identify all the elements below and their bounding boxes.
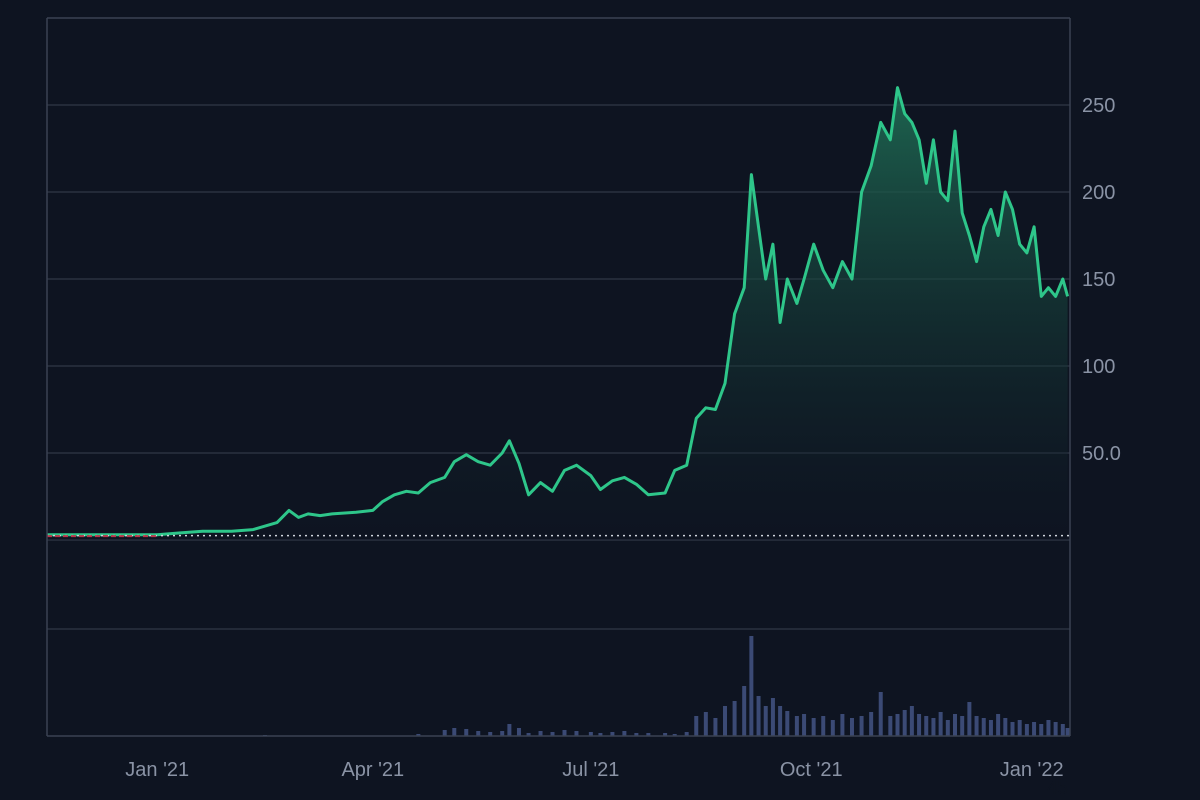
volume-bar: [416, 734, 421, 736]
volume-bar: [598, 733, 603, 736]
volume-bar: [646, 733, 651, 736]
volume-bar: [830, 720, 835, 736]
volume-bar: [732, 701, 737, 736]
price-area: [47, 87, 1068, 540]
volume-bar: [526, 733, 531, 736]
volume-bar: [821, 716, 826, 736]
volume-bar: [763, 706, 768, 736]
volume-bar: [442, 730, 447, 736]
volume-bar: [476, 731, 481, 736]
volume-bar: [622, 731, 627, 736]
volume-bar: [610, 732, 615, 736]
volume-bar: [981, 718, 986, 736]
volume-bar: [1060, 724, 1065, 736]
corner-label: 45: [1046, 778, 1068, 799]
volume-bar: [672, 734, 677, 736]
volume-bar: [902, 710, 907, 736]
x-tick-label: Apr '21: [341, 759, 404, 781]
x-tick-label: Oct '21: [780, 759, 843, 781]
volume-bar: [974, 716, 979, 736]
volume-bar: [1053, 722, 1058, 736]
volume-bar: [859, 716, 864, 736]
y-tick-label: 150: [1082, 269, 1115, 291]
volume-bar: [452, 728, 457, 736]
volume-bar: [749, 636, 754, 736]
volume-bar: [1046, 720, 1051, 736]
volume-bar: [464, 729, 469, 736]
y-tick-label: 100: [1082, 356, 1115, 378]
volume-bar: [756, 696, 761, 736]
volume-bar: [878, 692, 883, 736]
volume-bar: [1039, 724, 1044, 736]
volume-bar: [516, 728, 521, 736]
volume-bar: [945, 720, 950, 736]
volume-bar: [538, 731, 543, 736]
price-line-group: [47, 86, 1070, 538]
y-tick-label: 250: [1082, 95, 1115, 117]
y-axis-ticks: 50.0 100 150 200 250: [1082, 95, 1121, 465]
volume-bar: [869, 712, 874, 736]
volume-bar: [550, 732, 555, 736]
volume-bar: [507, 724, 512, 736]
volume-bar: [996, 714, 1001, 736]
volume-bar: [960, 716, 965, 736]
volume-bar: [811, 718, 816, 736]
volume-bar: [895, 714, 900, 736]
volume-bar: [1065, 728, 1070, 736]
volume-bar: [840, 714, 845, 736]
volume-bar: [1032, 722, 1037, 736]
volume-bar: [500, 731, 505, 736]
volume-bar: [924, 716, 929, 736]
x-axis-ticks: Jan '21 Apr '21 Jul '21 Oct '21 Jan '22: [125, 759, 1063, 781]
price-area-fill: [47, 87, 1068, 540]
volume-bar: [967, 702, 972, 736]
volume-bar: [938, 712, 943, 736]
volume-bar: [694, 716, 699, 736]
volume-bar: [778, 706, 783, 736]
volume-bar: [663, 733, 668, 736]
volume-bar: [770, 698, 775, 736]
chart-frame: [46, 17, 1071, 737]
volume-bar: [703, 712, 708, 736]
volume-bar: [888, 716, 893, 736]
volume-bar: [794, 716, 799, 736]
volume-bar: [588, 732, 593, 736]
volume-bar: [488, 732, 493, 736]
volume-bar: [988, 720, 993, 736]
volume-bar: [1024, 724, 1029, 736]
volume-bar: [909, 706, 914, 736]
y-tick-label: 50.0: [1082, 443, 1121, 465]
volume-bars: [263, 636, 1070, 736]
volume-bar: [723, 706, 728, 736]
y-tick-label: 200: [1082, 182, 1115, 204]
volume-bar: [713, 718, 718, 736]
volume-bar: [849, 718, 854, 736]
volume-bar: [802, 714, 807, 736]
x-tick-label: Jul '21: [562, 759, 619, 781]
volume-bar: [1017, 720, 1022, 736]
volume-bar: [785, 711, 790, 736]
volume-bar: [634, 733, 639, 736]
price-line: [47, 86, 1070, 537]
volume-bar: [684, 732, 689, 736]
x-tick-label: Jan '22: [1000, 759, 1064, 781]
volume-bar: [742, 686, 747, 736]
volume-bar: [953, 714, 958, 736]
volume-bar: [1010, 722, 1015, 736]
volume-bar: [562, 730, 567, 736]
volume-bar: [931, 718, 936, 736]
volume-bar: [917, 714, 922, 736]
volume-bar: [574, 731, 579, 736]
volume-bar: [1003, 718, 1008, 736]
x-tick-label: Jan '21: [125, 759, 189, 781]
